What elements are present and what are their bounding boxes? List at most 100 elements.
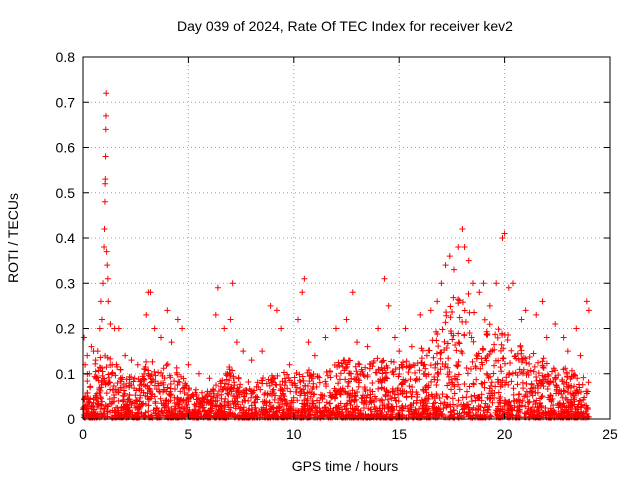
data-point	[143, 311, 150, 318]
data-point	[519, 379, 526, 386]
data-point	[391, 334, 398, 341]
data-point	[493, 407, 500, 414]
data-point	[459, 225, 466, 232]
data-point	[526, 360, 533, 367]
data-point	[549, 368, 556, 375]
data-point	[565, 399, 572, 406]
data-point	[99, 372, 106, 379]
data-point	[175, 396, 182, 403]
data-point	[422, 413, 429, 420]
data-point	[278, 393, 285, 400]
data-point	[360, 371, 367, 378]
data-point	[96, 325, 103, 332]
data-point	[270, 386, 277, 393]
data-point	[481, 316, 488, 323]
data-point	[528, 381, 535, 388]
data-point	[150, 407, 157, 414]
data-point	[458, 401, 465, 408]
data-point	[516, 399, 523, 406]
data-point	[152, 372, 159, 379]
data-point	[478, 414, 485, 421]
data-point	[103, 364, 110, 371]
data-point	[395, 398, 402, 405]
data-point	[432, 406, 439, 413]
data-point	[539, 372, 546, 379]
data-point	[538, 394, 545, 401]
data-point	[316, 379, 323, 386]
data-point	[81, 403, 88, 410]
data-point	[552, 374, 559, 381]
data-point	[425, 392, 432, 399]
data-point	[584, 388, 591, 395]
data-point	[271, 410, 278, 417]
data-point	[349, 289, 356, 296]
data-point	[87, 384, 94, 391]
data-point	[375, 385, 382, 392]
data-point	[126, 380, 133, 387]
data-point	[90, 409, 97, 416]
data-point	[451, 390, 458, 397]
data-point	[305, 367, 312, 374]
data-point	[585, 307, 592, 314]
data-point	[390, 358, 397, 365]
data-point	[491, 389, 498, 396]
data-point	[307, 371, 314, 378]
data-point	[491, 341, 498, 348]
data-point	[443, 393, 450, 400]
data-point	[335, 359, 342, 366]
data-point	[109, 387, 116, 394]
data-point	[422, 386, 429, 393]
data-point	[356, 377, 363, 384]
data-point	[259, 377, 266, 384]
data-point	[338, 410, 345, 417]
data-point	[500, 355, 507, 362]
data-point	[539, 358, 546, 365]
data-point	[140, 375, 147, 382]
data-point	[302, 382, 309, 389]
data-point	[271, 396, 278, 403]
data-point	[497, 400, 504, 407]
data-point	[402, 325, 409, 332]
data-point	[173, 369, 180, 376]
data-point	[454, 363, 461, 370]
data-point	[397, 387, 404, 394]
data-point	[578, 388, 584, 395]
data-point	[383, 374, 390, 381]
data-point	[480, 407, 487, 414]
data-point	[248, 357, 255, 364]
data-point	[145, 408, 152, 415]
data-point	[469, 414, 476, 421]
data-point	[299, 373, 306, 380]
data-point	[84, 352, 91, 359]
data-point	[279, 378, 286, 385]
data-point	[563, 370, 570, 377]
data-point	[455, 371, 462, 378]
data-point	[364, 343, 371, 350]
data-point	[542, 376, 549, 383]
data-point	[478, 391, 485, 398]
data-point	[285, 411, 292, 418]
data-point	[102, 176, 109, 183]
data-point	[299, 289, 306, 296]
data-point	[240, 393, 247, 400]
data-point	[522, 392, 529, 399]
data-point	[485, 407, 492, 414]
data-point	[530, 350, 537, 357]
data-point	[441, 338, 448, 345]
data-point	[441, 347, 448, 354]
data-point	[261, 409, 268, 416]
data-point	[524, 368, 531, 375]
data-point	[442, 360, 449, 367]
data-point	[323, 383, 330, 390]
data-point	[391, 394, 398, 401]
data-point	[149, 358, 156, 365]
data-point	[259, 348, 266, 355]
data-point	[555, 390, 562, 397]
data-point	[545, 394, 552, 401]
data-point	[125, 404, 132, 411]
data-point	[224, 390, 231, 397]
data-point	[407, 402, 414, 409]
x-axis-label: GPS time / hours	[292, 458, 399, 474]
x-tick-label: 15	[391, 426, 407, 442]
data-point	[352, 363, 359, 370]
